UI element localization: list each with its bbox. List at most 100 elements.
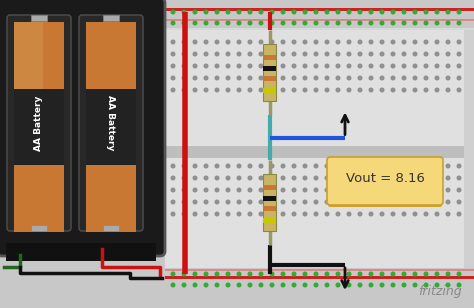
Circle shape <box>413 88 417 92</box>
Circle shape <box>303 21 307 25</box>
Circle shape <box>380 76 384 80</box>
Circle shape <box>281 88 285 92</box>
Circle shape <box>215 64 219 68</box>
Circle shape <box>358 188 362 192</box>
Circle shape <box>391 76 395 80</box>
Circle shape <box>347 88 351 92</box>
Circle shape <box>182 283 186 287</box>
Circle shape <box>435 283 439 287</box>
Bar <box>165 8 474 11</box>
Circle shape <box>248 21 252 25</box>
Circle shape <box>226 64 230 68</box>
Circle shape <box>380 10 384 14</box>
Circle shape <box>380 40 384 44</box>
Circle shape <box>457 40 461 44</box>
Circle shape <box>237 212 241 216</box>
Circle shape <box>204 188 208 192</box>
Circle shape <box>226 188 230 192</box>
Circle shape <box>215 176 219 180</box>
Circle shape <box>303 40 307 44</box>
Circle shape <box>446 164 450 168</box>
Circle shape <box>314 164 318 168</box>
Circle shape <box>193 52 197 56</box>
Circle shape <box>270 64 274 68</box>
Circle shape <box>336 40 340 44</box>
Circle shape <box>171 188 175 192</box>
Circle shape <box>457 283 461 287</box>
Circle shape <box>413 272 417 276</box>
Bar <box>165 276 474 279</box>
Circle shape <box>446 52 450 56</box>
Circle shape <box>446 10 450 14</box>
Circle shape <box>446 40 450 44</box>
Circle shape <box>281 76 285 80</box>
Circle shape <box>204 272 208 276</box>
Circle shape <box>457 21 461 25</box>
Bar <box>6 243 156 261</box>
Circle shape <box>402 40 406 44</box>
Circle shape <box>391 88 395 92</box>
Circle shape <box>259 272 263 276</box>
Circle shape <box>424 64 428 68</box>
Circle shape <box>171 76 175 80</box>
Circle shape <box>237 10 241 14</box>
Circle shape <box>215 88 219 92</box>
FancyBboxPatch shape <box>0 0 165 256</box>
Circle shape <box>259 176 263 180</box>
Circle shape <box>303 200 307 204</box>
Circle shape <box>237 76 241 80</box>
Circle shape <box>457 52 461 56</box>
Bar <box>264 185 276 190</box>
Circle shape <box>204 10 208 14</box>
Circle shape <box>402 10 406 14</box>
Circle shape <box>292 40 296 44</box>
Circle shape <box>457 188 461 192</box>
Circle shape <box>314 272 318 276</box>
Circle shape <box>259 200 263 204</box>
Circle shape <box>446 88 450 92</box>
Circle shape <box>226 176 230 180</box>
Circle shape <box>424 164 428 168</box>
Circle shape <box>336 283 340 287</box>
Circle shape <box>204 52 208 56</box>
Circle shape <box>204 21 208 25</box>
Circle shape <box>435 40 439 44</box>
Circle shape <box>369 212 373 216</box>
Circle shape <box>369 283 373 287</box>
Circle shape <box>391 64 395 68</box>
Circle shape <box>237 188 241 192</box>
Circle shape <box>193 64 197 68</box>
Circle shape <box>457 212 461 216</box>
Circle shape <box>314 52 318 56</box>
Circle shape <box>259 21 263 25</box>
Circle shape <box>314 21 318 25</box>
Circle shape <box>292 176 296 180</box>
Circle shape <box>281 10 285 14</box>
Circle shape <box>303 64 307 68</box>
Circle shape <box>457 10 461 14</box>
Circle shape <box>424 176 428 180</box>
Bar <box>86 22 136 89</box>
Circle shape <box>237 52 241 56</box>
Circle shape <box>171 64 175 68</box>
Circle shape <box>358 212 362 216</box>
Circle shape <box>204 200 208 204</box>
Circle shape <box>325 283 329 287</box>
Circle shape <box>182 212 186 216</box>
Bar <box>103 15 119 21</box>
Circle shape <box>303 10 307 14</box>
Circle shape <box>325 10 329 14</box>
Circle shape <box>446 272 450 276</box>
Circle shape <box>248 10 252 14</box>
Circle shape <box>215 164 219 168</box>
Circle shape <box>336 188 340 192</box>
Circle shape <box>358 164 362 168</box>
Circle shape <box>347 176 351 180</box>
Circle shape <box>281 164 285 168</box>
Bar <box>165 268 474 308</box>
Circle shape <box>204 283 208 287</box>
Circle shape <box>193 76 197 80</box>
Circle shape <box>435 212 439 216</box>
Circle shape <box>193 212 197 216</box>
Circle shape <box>226 212 230 216</box>
